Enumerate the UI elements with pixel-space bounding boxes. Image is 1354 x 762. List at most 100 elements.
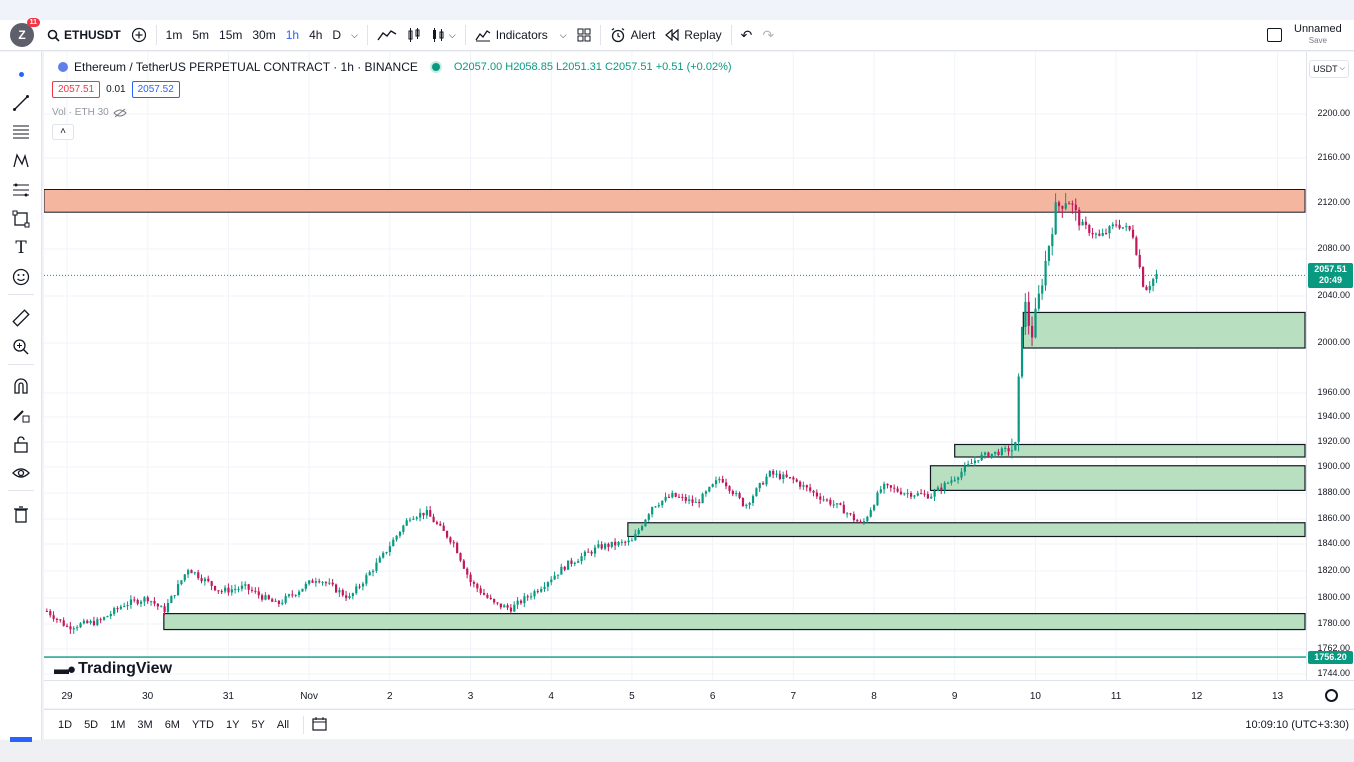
lock-drawings[interactable] [9, 432, 33, 456]
chart-type-button[interactable] [372, 20, 402, 50]
candle-body [415, 517, 418, 519]
candle-body [143, 597, 146, 602]
interval-15m[interactable]: 15m [219, 28, 243, 42]
layout-name-button[interactable]: Unnamed Save [1294, 24, 1342, 46]
price-tick-label: 1860.00 [1317, 513, 1350, 523]
measure-tool[interactable] [9, 306, 33, 330]
stay-in-drawing-mode[interactable] [9, 403, 33, 427]
range-1d[interactable]: 1D [58, 718, 73, 731]
price-tick-label: 2200.00 [1317, 108, 1350, 118]
time-tick-label: 9 [951, 691, 958, 702]
price-chart[interactable] [44, 52, 1306, 680]
candle-body [395, 535, 398, 540]
candle-body [684, 496, 687, 501]
candle-body [200, 578, 203, 582]
candle-body [338, 590, 341, 593]
hide-drawings[interactable] [9, 461, 33, 485]
currency-selector[interactable]: USDT ⌵ [1309, 60, 1349, 78]
symbol-search-button[interactable]: ETHUSDT [42, 20, 126, 50]
candle-body [1118, 224, 1121, 229]
candle-body [920, 493, 923, 495]
candle-body [647, 514, 650, 520]
candle-body [129, 599, 133, 605]
gear-icon[interactable] [1325, 689, 1338, 702]
cursor-tool[interactable] [9, 62, 33, 86]
compare-symbol-button[interactable] [126, 20, 152, 50]
candle-body [590, 551, 593, 554]
range-5y[interactable]: 5Y [251, 718, 265, 731]
range-all[interactable]: All [276, 718, 290, 731]
sell-button[interactable]: 2057.51 [52, 81, 101, 98]
time-axis[interactable]: 29 30 31 Nov 2 3 4 5 6 7 8 9 10 11 12 13 [44, 680, 1354, 708]
alert-button[interactable]: Alert [605, 20, 661, 50]
indicators-button[interactable]: Indicators ⌵ [470, 20, 572, 50]
price-tick-label: 1900.00 [1317, 461, 1350, 471]
shapes-tool[interactable] [9, 207, 33, 231]
candle-body [873, 505, 876, 511]
candle-body [449, 537, 452, 543]
undo-button[interactable]: ↶ [736, 20, 758, 50]
candle-body [530, 596, 533, 598]
candle-body [435, 522, 439, 524]
candle-style-button[interactable]: ⌵ [426, 20, 461, 50]
fib-tool[interactable] [9, 120, 33, 144]
price-axis[interactable]: USDT ⌵ 2200.00 2160.00 2120.00 2080.00 2040.… [1306, 52, 1354, 680]
interval-dropdown[interactable]: ⌵ [346, 20, 363, 50]
candle-body [862, 521, 866, 523]
go-to-date-button[interactable] [312, 716, 328, 734]
pattern-tool[interactable] [9, 149, 33, 173]
remove-drawings[interactable] [9, 502, 33, 526]
candle-body [560, 566, 563, 575]
interval-1h[interactable]: 1h [285, 28, 300, 42]
candle-body [909, 493, 913, 497]
candle-body [1094, 233, 1098, 235]
magnet-tool[interactable] [9, 374, 33, 398]
range-1y[interactable]: 1Y [225, 718, 240, 731]
redo-button[interactable]: ↷ [757, 20, 779, 50]
candle-body [563, 566, 566, 570]
buy-button[interactable]: 2057.52 [131, 81, 180, 98]
trend-line-icon [13, 95, 29, 111]
interval-5m[interactable]: 5m [192, 28, 210, 42]
line-chart-icon [377, 30, 397, 41]
candle-body [714, 480, 718, 485]
range-6m[interactable]: 6M [164, 718, 180, 731]
trend-line-tool[interactable] [9, 91, 33, 115]
candle-body [466, 568, 469, 575]
interval-4h[interactable]: 4h [309, 28, 323, 42]
candle-body [180, 580, 183, 585]
range-1m[interactable]: 1M [110, 718, 126, 731]
eye-off-icon[interactable] [112, 108, 127, 118]
replay-button[interactable]: Replay [660, 20, 726, 50]
emoji-tool[interactable] [9, 265, 33, 289]
interval-1m[interactable]: 1m [165, 28, 183, 42]
range-ytd[interactable]: YTD [191, 718, 214, 731]
candle-body [55, 618, 59, 620]
text-tool[interactable]: T [9, 236, 33, 260]
layouts-button[interactable] [572, 20, 596, 50]
candle-body [250, 589, 254, 591]
forecast-tool[interactable] [9, 178, 33, 202]
timezone-clock[interactable]: 10:09:10 (UTC+3:30) [1245, 719, 1349, 731]
candle-body [651, 507, 654, 515]
candle-body [718, 479, 721, 481]
toolbar-separator [464, 25, 466, 45]
candle-body [89, 621, 92, 624]
interval-1d[interactable]: D [332, 28, 342, 42]
toolbar-separator [366, 25, 368, 45]
collapse-legend-button[interactable]: ˄ [52, 124, 74, 140]
indicators-label: Indicators [495, 28, 548, 42]
fullscreen-checkbox[interactable] [1267, 28, 1282, 42]
interval-30m[interactable]: 30m [252, 28, 276, 42]
zones-layer [44, 189, 1306, 631]
range-5d[interactable]: 5D [84, 718, 99, 731]
candle-body [546, 582, 550, 587]
candle-body [1047, 246, 1051, 261]
chart-pane[interactable]: Ethereum / TetherUS PERPETUAL CONTRACT ·… [44, 52, 1306, 680]
bar-chart-button[interactable] [402, 20, 426, 50]
range-3m[interactable]: 3M [137, 718, 153, 731]
zoom-tool[interactable] [9, 335, 33, 359]
user-avatar[interactable]: Z 11 [10, 18, 40, 47]
volume-indicator-legend[interactable]: Vol · ETH 30 [52, 107, 127, 118]
candle-body [987, 452, 990, 458]
